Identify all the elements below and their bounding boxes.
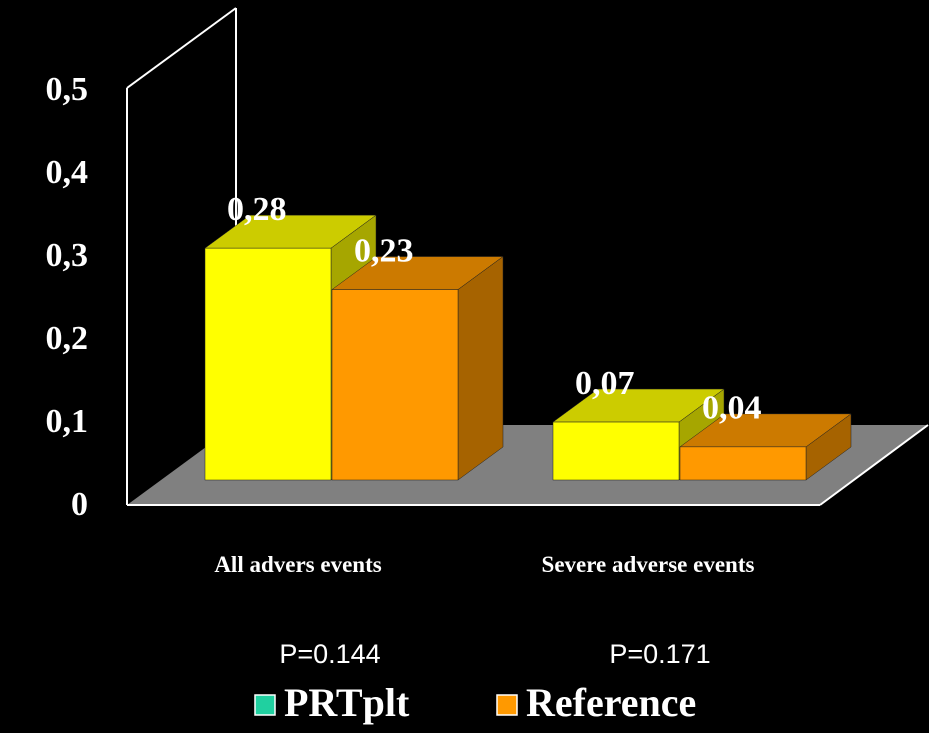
p-value: P=0.144 [279, 639, 380, 669]
bar-side [457, 256, 504, 481]
x-tick-label: All advers events [214, 552, 382, 577]
floor-right-edge [819, 424, 929, 506]
x-tick-label: Severe adverse events [541, 552, 755, 577]
value-label: 0,23 [354, 232, 414, 269]
value-label: 0,07 [575, 365, 635, 402]
p-value: P=0.171 [609, 639, 710, 669]
bar [331, 289, 459, 481]
value-label: 0,28 [227, 191, 287, 228]
y-tick-label: 0 [71, 486, 88, 523]
value-label: 0,04 [702, 390, 762, 427]
legend-swatch [496, 694, 518, 716]
legend-swatch [254, 694, 276, 716]
legend-label: PRTplt [284, 680, 410, 725]
bar [679, 446, 807, 481]
legend-label: Reference [526, 680, 696, 725]
y-tick-label: 0,4 [46, 154, 89, 191]
y-tick-label: 0,5 [46, 71, 89, 108]
y-tick-label: 0,2 [46, 320, 89, 357]
y-tick-label: 0,3 [46, 237, 89, 274]
bar [204, 247, 332, 481]
y-tick-label: 0,1 [46, 403, 89, 440]
bar [552, 421, 680, 481]
left-wall-top [126, 7, 237, 89]
